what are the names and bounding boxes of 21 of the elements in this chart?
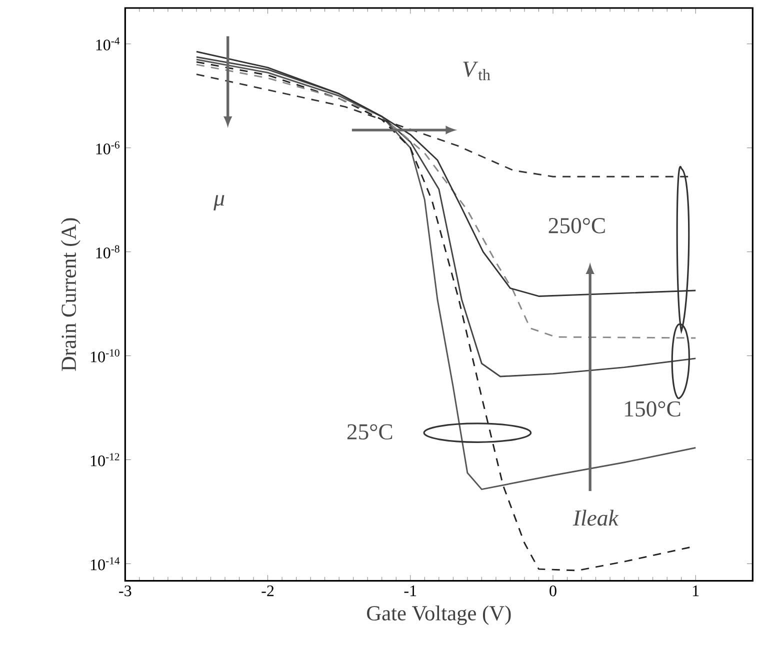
y-tick-label: 10$^{-14}$ [90,557,120,570]
y-axis-title: Drain Current (A) [60,218,80,371]
annotation: 25°C [347,424,392,440]
y-tick-label: 10$^{-8}$ [96,245,120,258]
annotation: V$_{th}$ [463,62,490,80]
annotation: 250°C [548,218,605,234]
x-tick-label: -1 [404,586,416,596]
y-tick-label: 10$^{-4}$ [96,37,120,50]
y-tick-label: 10$^{-6}$ [96,141,120,154]
x-tick-label: -2 [262,586,274,596]
line-series [196,58,696,490]
line-series [196,61,692,572]
y-tick-label: 10$^{-10}$ [90,349,120,362]
x-axis-title: Gate Voltage (V) [367,606,511,625]
x-tick-label: 0 [550,586,556,596]
annotation: 150°C [625,401,680,417]
x-tick-label: 1 [693,586,699,596]
x-tick-label: -3 [119,586,132,596]
annotation: Ileak [572,510,619,526]
y-tick-label: 10$^{-12}$ [90,453,120,466]
annotation: μ [214,195,224,210]
